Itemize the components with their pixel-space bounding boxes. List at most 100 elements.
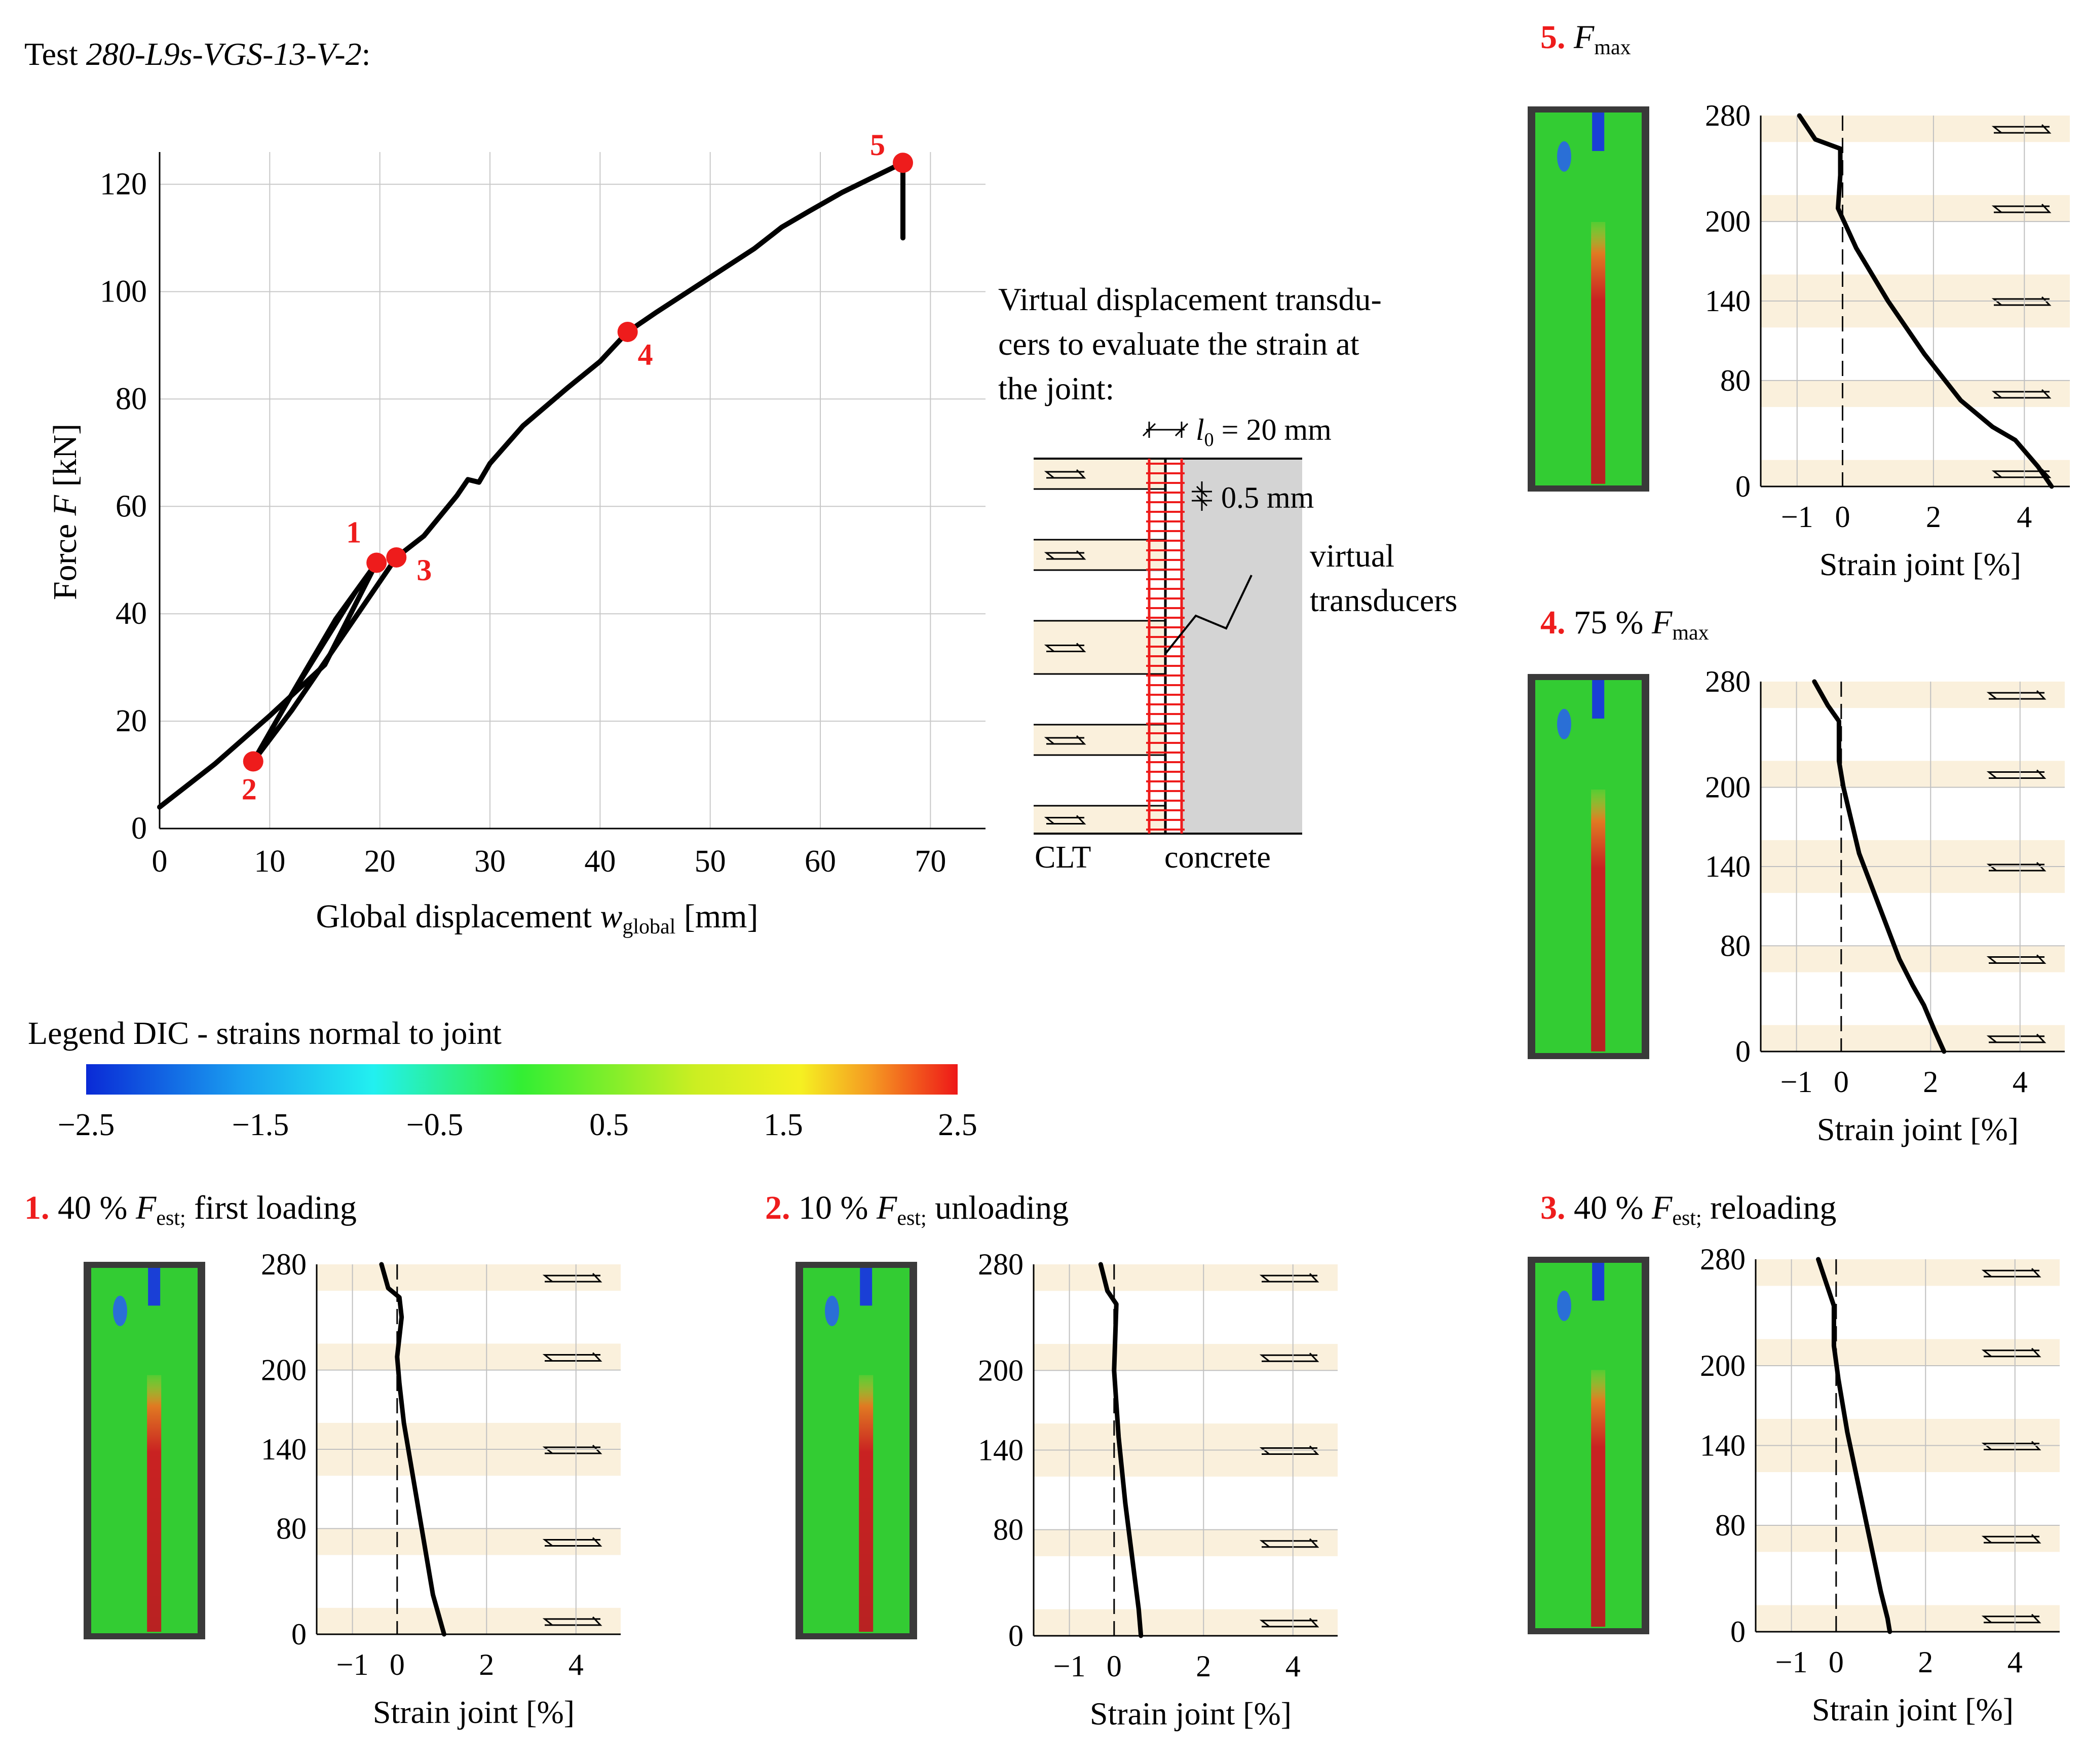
x-axis-label: Strain joint [%] [1817,1111,2019,1147]
y-tick-label: 0 [1735,470,1751,503]
dic-image-field [1535,112,1642,485]
y-tick-label: 40 [116,596,147,631]
legend-tick-6: 2.5 [938,1108,977,1142]
clt-band [1756,1525,2060,1552]
grain-direction-icon [542,1352,602,1362]
x-tick-label: 20 [364,844,396,879]
x-tick-label: 2 [1918,1645,1933,1679]
dic-blue-tip [1592,680,1605,719]
stage-marker-label-1: 1 [346,516,361,549]
transducers-label-2: transducers [1310,582,1457,618]
x-tick-label: 4 [569,1648,584,1681]
y-tick-label: 200 [1700,1349,1746,1382]
stage-marker-label-2: 2 [242,773,257,806]
grain-direction-icon [542,1273,602,1283]
clt-band [1034,621,1165,674]
grain-direction-icon [1259,1353,1319,1362]
x-tick-label: 2 [1923,1065,1938,1099]
clt-band [317,1343,621,1370]
legend-title: Legend DIC - strains normal to joint [28,1015,502,1051]
clt-band [1761,1025,2065,1052]
clt-band [1761,380,2070,407]
y-tick-label: 80 [993,1513,1024,1547]
clt-band [1756,1259,2060,1286]
diagram-title-line-1: Virtual displacement transdu- [998,281,1382,317]
y-tick-label: 280 [978,1248,1024,1281]
dic-legend: Legend DIC - strains normal to joint −2.… [28,1015,977,1142]
grain-direction-icon [1991,203,2052,213]
y-tick-label: 100 [100,274,147,309]
y-tick-label: 80 [276,1512,307,1545]
clt-band [1034,459,1165,489]
grain-direction-icon [1259,1538,1319,1548]
x-axis-label: Strain joint [%] [373,1694,575,1730]
clt-label: CLT [1035,840,1091,875]
x-axis-label: Strain joint [%] [1812,1692,2014,1728]
grain-direction-icon [1981,1534,2041,1544]
strain-chart-5: 0 80 140 200 280 −1 0 2 4 Strain joint [%] [1705,99,2070,582]
dic-image-3 [1528,1257,1649,1634]
grain-direction-icon [1986,861,2047,872]
grain-direction-icon [1991,468,2052,478]
clt-band [1034,1264,1338,1291]
dic-image-field [803,1268,910,1633]
transducer-diagram: Virtual displacement transdu- cers to ev… [998,281,1457,875]
x-axis-label: Strain joint [%] [1090,1696,1292,1732]
clt-band [1761,195,2070,222]
dic-image-field [1535,680,1642,1053]
spacing-dimension [1192,481,1212,511]
grain-direction-icon [1044,735,1086,745]
x-tick-label: 0 [1834,1065,1849,1099]
y-tick-label: 280 [261,1248,307,1281]
clt-band [1034,540,1165,570]
grain-direction-icon [1259,1273,1319,1283]
y-tick-label: 140 [1705,284,1751,318]
dic-image-field [91,1268,198,1633]
clt-band [317,1528,621,1555]
transducers-label-1: virtual [1310,538,1394,574]
clt-band [1034,1609,1338,1636]
dic-crack-band [1591,222,1606,484]
transducer-pointer [1164,575,1253,655]
series-line-main-loading [394,160,905,560]
main-chart-ylabel: Force F [kN] [47,424,84,600]
y-tick-label: 80 [1720,929,1751,962]
dic-crack-band [1591,790,1606,1052]
y-tick-label: 0 [131,811,147,846]
x-tick-label: 2 [479,1648,494,1681]
diagram-title-line-3: the joint: [998,370,1114,406]
stage-marker-label-5: 5 [870,128,885,162]
dic-blue-spot [825,1295,839,1326]
dic-image-4 [1528,674,1649,1059]
legend-tick-1: −2.5 [58,1108,115,1142]
y-tick-label: 200 [978,1354,1024,1387]
grain-direction-icon [1259,1618,1319,1628]
dic-crack-band [147,1375,162,1632]
dic-crack-band [859,1375,874,1632]
legend-tick-5: 1.5 [764,1108,803,1142]
clt-band [1034,1344,1338,1371]
l0-label: l0 = 20 mm [1196,413,1332,451]
y-tick-label: 0 [1008,1619,1024,1653]
grain-direction-icon [1991,296,2052,306]
y-tick-label: 20 [116,704,147,738]
y-tick-label: 60 [116,489,147,523]
y-tick-label: 280 [1705,99,1751,132]
dic-blue-tip [860,1268,873,1306]
test-title: Test 280-L9s-VGS-13-V-2: [24,36,370,72]
grain-direction-icon [1259,1445,1319,1455]
grain-direction-icon [1044,815,1086,824]
y-tick-label: 80 [1720,364,1751,397]
dic-blue-tip [1592,1263,1605,1301]
grain-direction-icon [1986,690,2047,700]
x-tick-label: 0 [1829,1645,1844,1679]
x-tick-label: 30 [474,844,506,879]
stage-marker-label-3: 3 [416,553,432,587]
x-tick-label: 4 [2017,500,2032,534]
stage-1-title: 1. 40 % Fest; first loading [24,1189,357,1230]
spacing-label: 0.5 mm [1221,481,1314,514]
series-line-first-loading [157,560,380,810]
x-tick-label: −1 [1781,500,1813,534]
clt-layers [1034,458,1165,835]
